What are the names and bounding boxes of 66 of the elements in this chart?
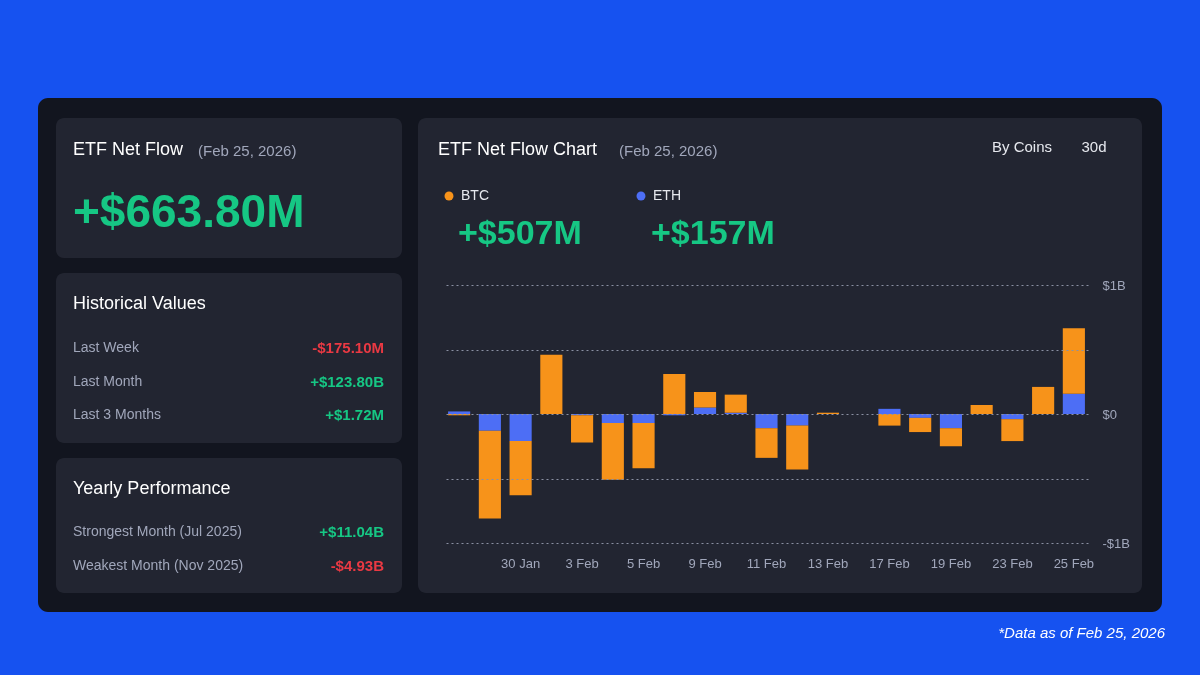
legend-label: BTC — [461, 187, 489, 203]
bar — [786, 414, 809, 426]
text: +$11.04B — [319, 523, 385, 540]
text: *Data as of Feb 25, 2026 — [998, 624, 1166, 641]
bar — [909, 414, 932, 418]
y-tick-label: -$1B — [1102, 535, 1130, 551]
chart-subtitle: (Feb 25, 2026) — [619, 142, 718, 159]
text: Last Week — [73, 339, 140, 355]
text: +$157M — [651, 213, 775, 251]
bar — [509, 441, 532, 496]
bar — [909, 417, 932, 433]
text: +$1.72M — [325, 406, 384, 423]
x-tick-label: 19 Feb — [930, 555, 972, 571]
text: Yearly Performance — [73, 478, 231, 498]
bar — [786, 425, 809, 470]
text: ETF Net Flow — [73, 139, 185, 159]
x-tick-label: 25 Feb — [1053, 555, 1095, 571]
x-tick-label: 13 Feb — [807, 555, 849, 571]
bar — [1062, 393, 1085, 414]
x-tick-label: 30 Jan — [501, 555, 541, 571]
x-tick-label: 9 Feb — [688, 555, 722, 571]
text: +$123.80B — [310, 373, 385, 390]
bar — [970, 404, 993, 414]
bar — [632, 423, 655, 469]
text: (Feb 25, 2026) — [198, 142, 297, 159]
bar — [693, 407, 717, 414]
text: +$663.80M — [73, 185, 305, 237]
chart-title: ETF Net Flow Chart — [438, 139, 598, 159]
text: Strongest Month (Jul 2025) — [73, 523, 242, 539]
text: Historical Values — [73, 293, 206, 313]
text: By Coins — [991, 138, 1053, 155]
bar — [632, 414, 655, 424]
x-tick-label: 3 Feb — [565, 555, 599, 571]
text: Last 3 Months — [73, 406, 161, 422]
bar — [1001, 419, 1024, 442]
x-tick-label: 23 Feb — [992, 555, 1033, 571]
bar — [724, 394, 747, 413]
bar — [540, 354, 563, 414]
bar — [878, 408, 901, 414]
bar — [939, 414, 962, 429]
bar — [939, 428, 962, 447]
text: -$175.10M — [312, 339, 384, 356]
x-tick-label: 11 Feb — [746, 555, 787, 571]
bar — [1032, 386, 1055, 414]
x-tick-label: 5 Feb — [626, 555, 661, 571]
bar — [755, 428, 778, 458]
y-tick-label: $0 — [1102, 406, 1117, 422]
bar — [693, 392, 717, 408]
y-tick-label: $1B — [1102, 277, 1126, 293]
legend-label: ETH — [653, 187, 681, 203]
bar — [1062, 328, 1085, 394]
text: Last Month — [73, 373, 143, 389]
bar — [878, 414, 901, 426]
bar — [478, 430, 501, 519]
text: +$507M — [458, 213, 582, 251]
x-tick-label: 17 Feb — [869, 555, 910, 571]
bar — [601, 423, 624, 480]
text: -$4.93B — [330, 557, 385, 574]
bar — [601, 414, 624, 424]
text: Weakest Month (Nov 2025) — [73, 557, 244, 573]
bar — [571, 415, 594, 443]
bar — [755, 414, 778, 429]
bar — [509, 414, 532, 442]
bar — [663, 374, 686, 414]
bar — [478, 414, 501, 431]
text: 30d — [1081, 138, 1107, 155]
